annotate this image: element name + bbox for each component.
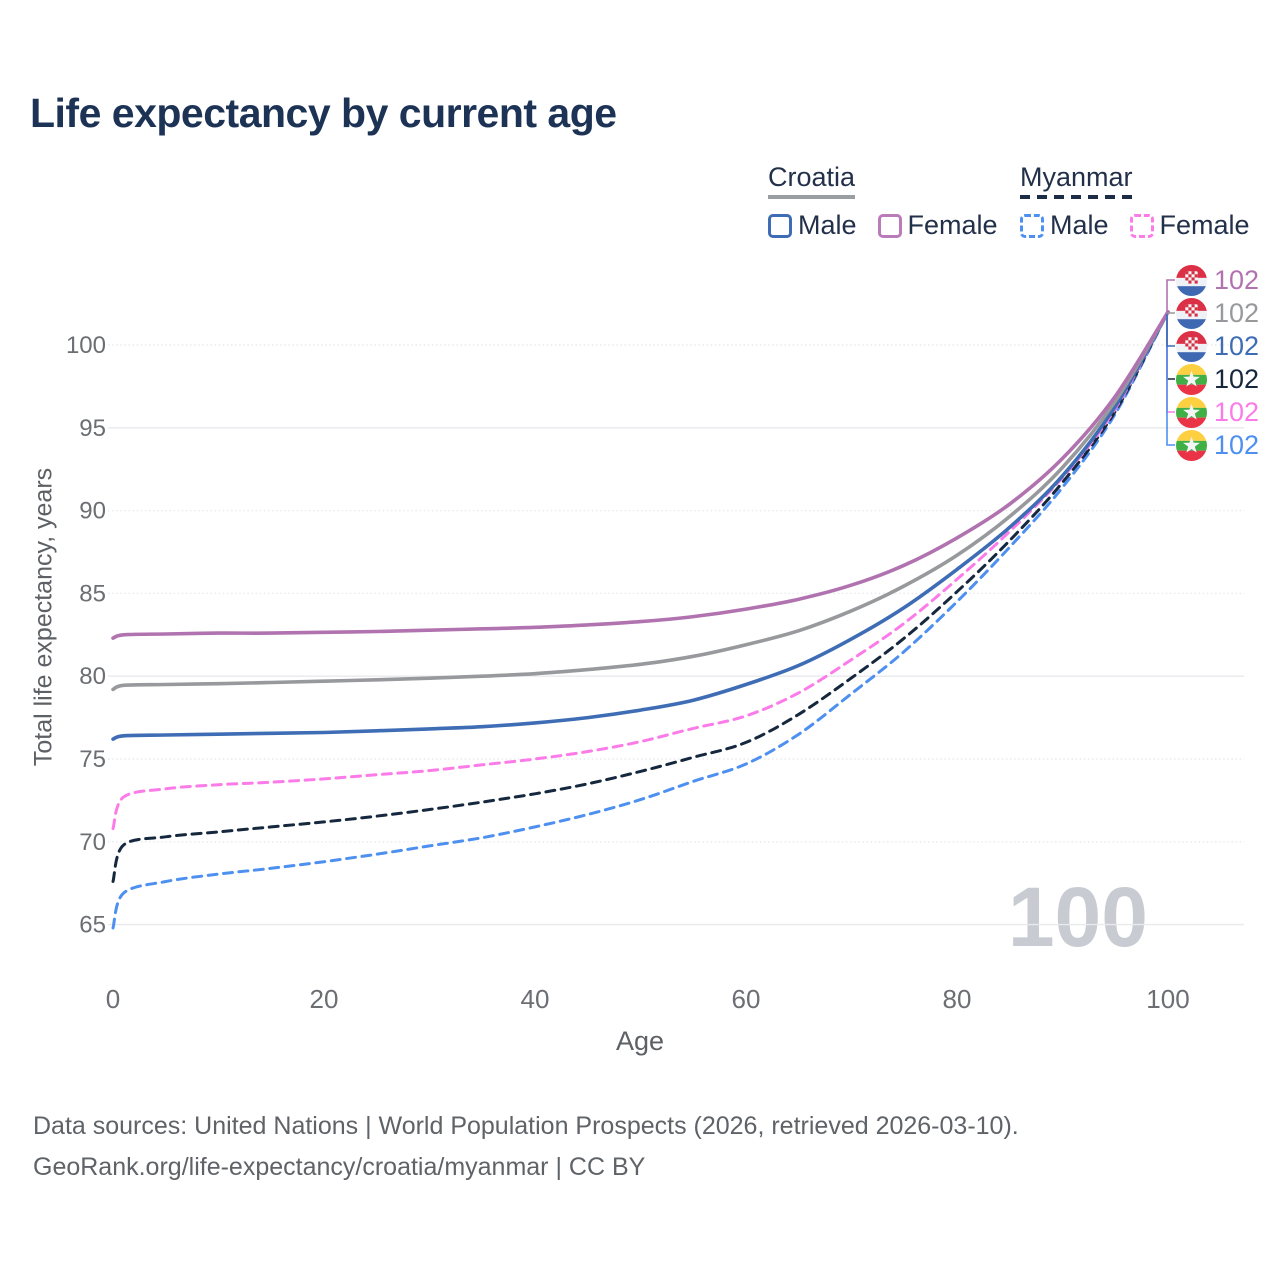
x-tick-label: 0 xyxy=(106,984,120,1014)
end-label-row: 102 xyxy=(1176,265,1259,295)
croatia-flag-icon xyxy=(1176,298,1207,329)
myanmar-female-swatch xyxy=(1129,213,1154,238)
data-sources-text: Data sources: United Nations | World Pop… xyxy=(33,1112,1019,1140)
y-tick-label: 80 xyxy=(79,663,106,690)
legend-country-label: Croatia xyxy=(768,162,856,192)
end-label-value: 102 xyxy=(1214,397,1260,427)
page-title: Life expectancy by current age xyxy=(30,90,617,136)
end-label-leader-line xyxy=(1166,279,1175,314)
croatia-flag-icon xyxy=(1176,265,1207,296)
legend-country-label: Myanmar xyxy=(1020,162,1133,192)
series-line-myanmar-female[interactable] xyxy=(111,310,1170,831)
end-label-leader-line xyxy=(1166,314,1175,413)
series-line-myanmar-both[interactable] xyxy=(111,310,1170,883)
croatia-female-swatch xyxy=(877,213,902,238)
series-line-croatia-both[interactable] xyxy=(111,310,1170,692)
end-label-value: 102 xyxy=(1214,430,1260,460)
croatia-male-swatch xyxy=(768,213,792,238)
y-tick-label: 75 xyxy=(79,746,106,773)
end-label-value: 102 xyxy=(1214,265,1260,295)
legend-country-croatia[interactable]: Croatia xyxy=(768,163,998,199)
x-tick-label: 20 xyxy=(310,984,339,1014)
end-label-leader-line xyxy=(1166,314,1175,446)
y-tick-label: 65 xyxy=(79,912,106,939)
y-tick-label: 95 xyxy=(79,415,106,442)
legend-item-label: Male xyxy=(1050,210,1109,240)
end-label-value: 102 xyxy=(1214,331,1260,361)
series-line-croatia-female[interactable] xyxy=(111,310,1170,640)
legend-item-croatia-male[interactable]: Male xyxy=(768,210,857,241)
series-line-myanmar-male[interactable] xyxy=(111,310,1170,930)
x-tick-label: 80 xyxy=(943,984,972,1014)
legend-item-label: Female xyxy=(907,210,998,240)
legend-group-croatia: Croatia Male Female xyxy=(768,163,998,241)
end-label-value: 102 xyxy=(1214,364,1260,394)
legend-group-myanmar: Myanmar Male Female xyxy=(1020,163,1250,241)
legend-item-myanmar-male[interactable]: Male xyxy=(1020,210,1109,241)
myanmar-flag-icon xyxy=(1176,430,1207,461)
myanmar-dashed-line-sample xyxy=(1020,195,1132,199)
legend-country-myanmar[interactable]: Myanmar xyxy=(1020,163,1250,199)
myanmar-male-swatch xyxy=(1020,213,1044,238)
y-axis-title: Total life expectancy, years xyxy=(29,467,58,767)
croatia-solid-line-sample xyxy=(768,195,855,199)
end-label-row: 102 xyxy=(1176,364,1259,394)
x-tick-label: 60 xyxy=(732,984,761,1014)
x-tick-label: 100 xyxy=(1146,984,1189,1014)
end-label-row: 102 xyxy=(1176,331,1259,361)
legend-item-label: Male xyxy=(798,210,857,240)
croatia-flag-icon xyxy=(1176,331,1207,362)
legend-item-myanmar-female[interactable]: Female xyxy=(1129,210,1250,241)
watermark-age-value: 100 xyxy=(1008,870,1148,964)
attribution-text: GeoRank.org/life-expectancy/croatia/myan… xyxy=(33,1153,646,1181)
legend-item-croatia-female[interactable]: Female xyxy=(877,210,998,241)
x-axis-title: Age xyxy=(615,1026,665,1056)
myanmar-flag-icon xyxy=(1176,364,1207,395)
x-tick-label: 40 xyxy=(521,984,550,1014)
y-tick-label: 70 xyxy=(79,829,106,856)
y-tick-label: 100 xyxy=(66,332,106,359)
end-label-value: 102 xyxy=(1214,298,1260,328)
end-label-row: 102 xyxy=(1176,430,1259,460)
end-label-leader-line xyxy=(1166,314,1175,347)
series-line-croatia-male[interactable] xyxy=(111,310,1170,741)
myanmar-flag-icon xyxy=(1176,397,1207,428)
y-tick-label: 90 xyxy=(79,498,106,525)
y-tick-label: 85 xyxy=(79,580,106,607)
legend-item-label: Female xyxy=(1159,210,1250,240)
end-label-row: 102 xyxy=(1176,298,1259,328)
footer: Data sources: United Nations | World Pop… xyxy=(33,1106,1019,1188)
end-label-row: 102 xyxy=(1176,397,1259,427)
